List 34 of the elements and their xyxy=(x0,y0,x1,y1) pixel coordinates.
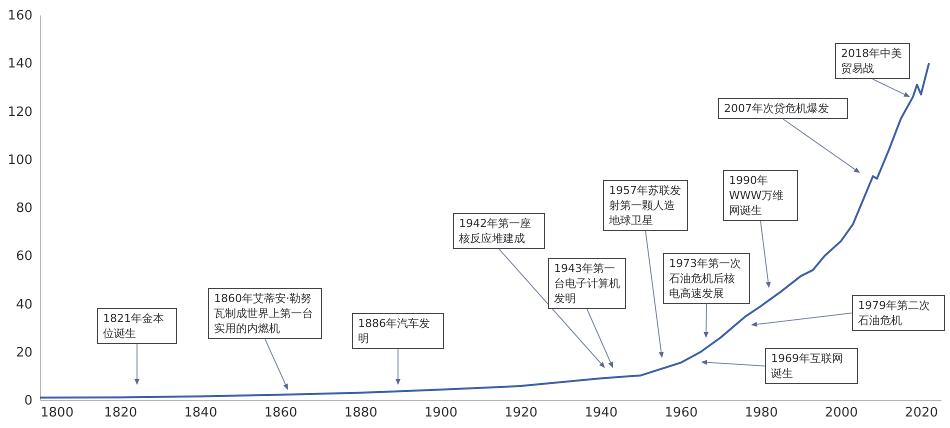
line-series xyxy=(39,62,930,399)
annotation: 1979年第二次石油危机 xyxy=(852,295,945,331)
y-tick-label: 60 xyxy=(16,249,32,264)
x-tick-label: 1980 xyxy=(744,406,778,420)
y-tick-label: 160 xyxy=(8,8,32,24)
annotation: 1860年艾蒂安·勒努瓦制成世界上第一台实用的内燃机 xyxy=(208,288,322,339)
x-tick-label: 1900 xyxy=(424,406,458,420)
x-tick-label: 1920 xyxy=(504,406,538,420)
x-tick-label: 1960 xyxy=(664,406,698,420)
annotation: 1942年第一座核反应堆建成 xyxy=(453,213,545,249)
y-tick-label: 80 xyxy=(16,201,32,216)
annotation: 1886年汽车发明 xyxy=(352,313,444,349)
annotation: 1973年第一次石油危机后核电高速发展 xyxy=(663,253,750,304)
x-tick-label: 1840 xyxy=(184,406,218,420)
x-tick-label: 1860 xyxy=(264,406,298,420)
annotation: 1943年第一台电子计算机发明 xyxy=(548,258,626,309)
annotation: 1969年互联网诞生 xyxy=(765,348,858,384)
x-tick-label: 2000 xyxy=(824,406,858,420)
y-tick-label: 140 xyxy=(8,56,32,72)
y-tick-label: 120 xyxy=(8,104,32,120)
annotation: 2018年中美贸易战 xyxy=(835,43,910,79)
x-tick-label: 2020 xyxy=(904,406,938,420)
y-tick-label: 0 xyxy=(24,394,32,408)
annotation: 1821年金本位诞生 xyxy=(97,308,177,344)
x-tick-label: 1940 xyxy=(584,406,618,420)
annotation: 2007年次贷危机爆发 xyxy=(718,98,848,119)
x-tick-label: 1800 xyxy=(40,406,74,420)
y-tick-label: 20 xyxy=(16,345,32,360)
y-tick-label: 40 xyxy=(16,297,32,312)
y-tick-label: 100 xyxy=(8,152,32,168)
annotation: 1957年苏联发射第一颗人造地球卫星 xyxy=(603,180,688,231)
x-tick-label: 1820 xyxy=(104,406,138,420)
annotation: 1990年WWW万维网诞生 xyxy=(723,170,798,221)
x-tick-label: 1880 xyxy=(344,406,378,420)
